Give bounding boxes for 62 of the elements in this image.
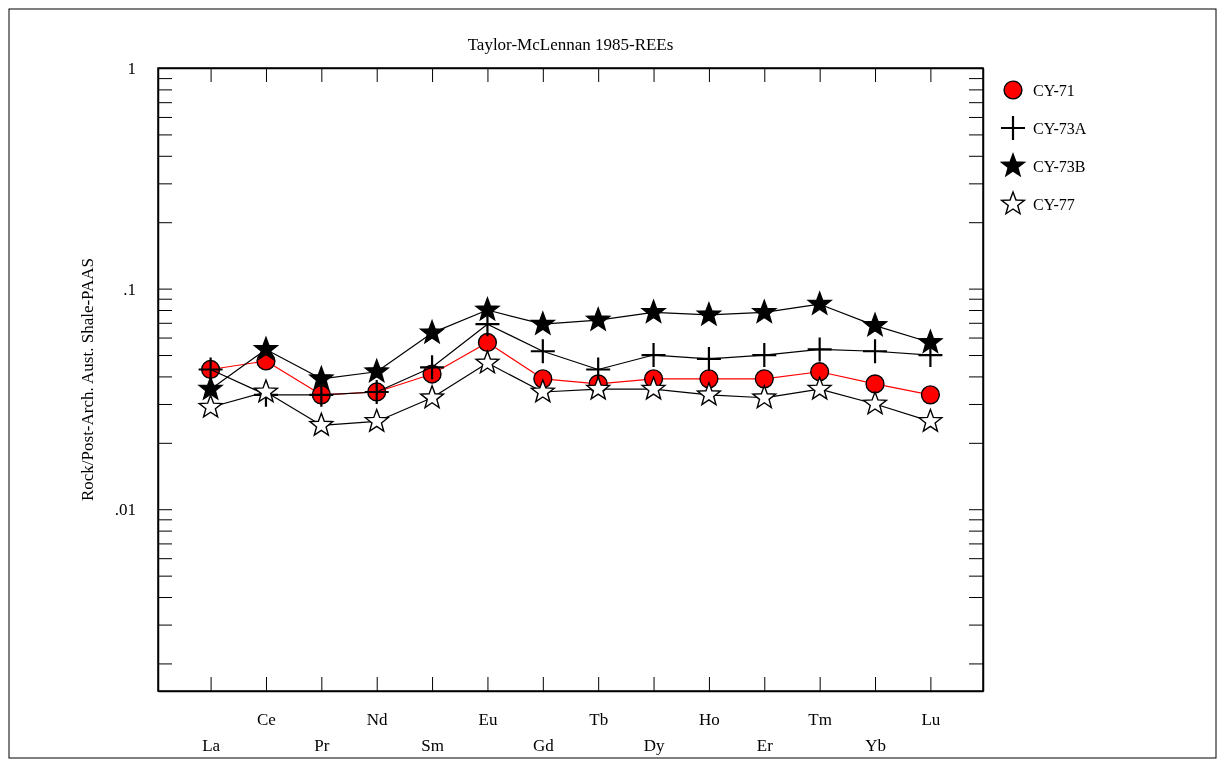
point [530,379,555,403]
point [419,385,445,409]
point [863,339,888,364]
point [477,332,498,353]
x-tick-label: Nd [366,710,389,730]
x-tick-label: Tm [808,710,832,730]
point [364,359,389,383]
point [420,355,445,380]
point [198,394,223,418]
y-tick-label: .1 [123,279,136,299]
point [754,369,774,389]
legend-label: CY-71 [1033,82,1075,99]
point [586,307,611,331]
y-axis-title: Rock/Post-Arch. Aust. Shale-PAAS [78,257,97,502]
point [807,291,832,315]
point [475,297,500,321]
point [810,362,830,382]
legend-label: CY-73A [1033,120,1087,137]
x-tick-label: Ho [699,710,720,730]
x-tick-label: Tb [589,710,609,730]
x-tick-label: Lu [921,710,941,730]
y-tick-label: .01 [114,500,136,520]
point [752,385,777,409]
point [309,366,334,390]
point [641,299,666,323]
point [918,408,943,432]
point [586,376,611,400]
chart-title: Taylor-McLennan 1985-REEs [467,35,674,54]
legend-label: CY-77 [1033,196,1075,213]
point [253,336,279,360]
x-tick-label: Eu [478,710,498,730]
point [530,339,555,364]
legend-label: CY-73B [1033,158,1086,175]
point [198,376,223,400]
point [696,382,722,406]
point [862,312,888,336]
point [641,343,666,368]
point [918,329,943,353]
point [696,346,721,371]
x-tick-label: Sm [421,736,444,756]
point [309,412,334,436]
x-tick-label: Yb [865,736,886,756]
x-tick-label: Dy [643,736,665,756]
point [364,408,389,432]
y-tick-label: 1 [127,59,136,78]
point [475,350,500,374]
point [752,343,777,368]
point [807,376,832,400]
point [920,385,941,405]
point [752,299,777,323]
x-tick-label: Er [756,736,774,756]
x-tick-label: Ce [257,710,276,730]
point [641,376,666,400]
point [807,337,832,362]
point [865,374,885,394]
point [696,302,722,326]
point [530,311,555,335]
point [862,391,888,415]
point [419,320,445,344]
x-tick-label: La [202,736,221,756]
x-tick-label: Gd [532,736,555,756]
x-tick-label: Pr [314,736,330,756]
